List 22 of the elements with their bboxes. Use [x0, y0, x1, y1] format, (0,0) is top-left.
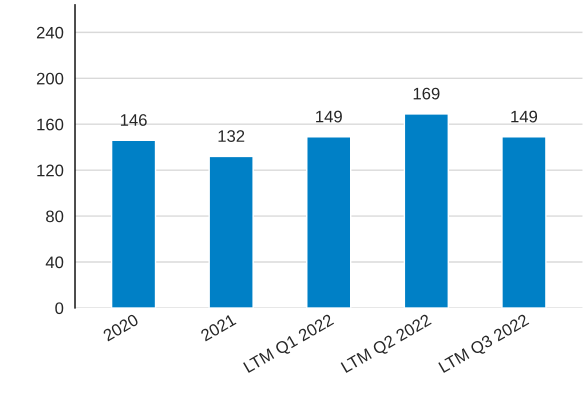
y-tick-label: 240	[36, 26, 64, 39]
bar	[404, 113, 449, 308]
y-tick-label: 200	[36, 72, 64, 85]
bar	[501, 136, 547, 308]
y-tick-label: 120	[37, 164, 64, 176]
y-tick-label: 160	[37, 118, 64, 130]
data-label: 132	[218, 130, 244, 142]
y-tick-label: 0	[55, 302, 64, 314]
data-label: 149	[511, 110, 538, 122]
x-tick-label: LTM Q1 2022	[242, 314, 336, 376]
data-label: 146	[120, 114, 147, 126]
bar	[208, 156, 254, 308]
data-label: 169	[414, 88, 440, 100]
x-tick-label: 2020	[102, 314, 140, 342]
x-tick-label: 2021	[200, 314, 237, 342]
data-label: 149	[316, 110, 342, 122]
x-tick-label: LTM Q3 2022	[438, 314, 531, 376]
y-tick-label: 40	[46, 256, 64, 268]
x-tick-label: LTM Q2 2022	[340, 314, 434, 376]
y-tick-label: 80	[46, 210, 64, 222]
bar	[110, 140, 156, 308]
bar	[306, 136, 352, 308]
